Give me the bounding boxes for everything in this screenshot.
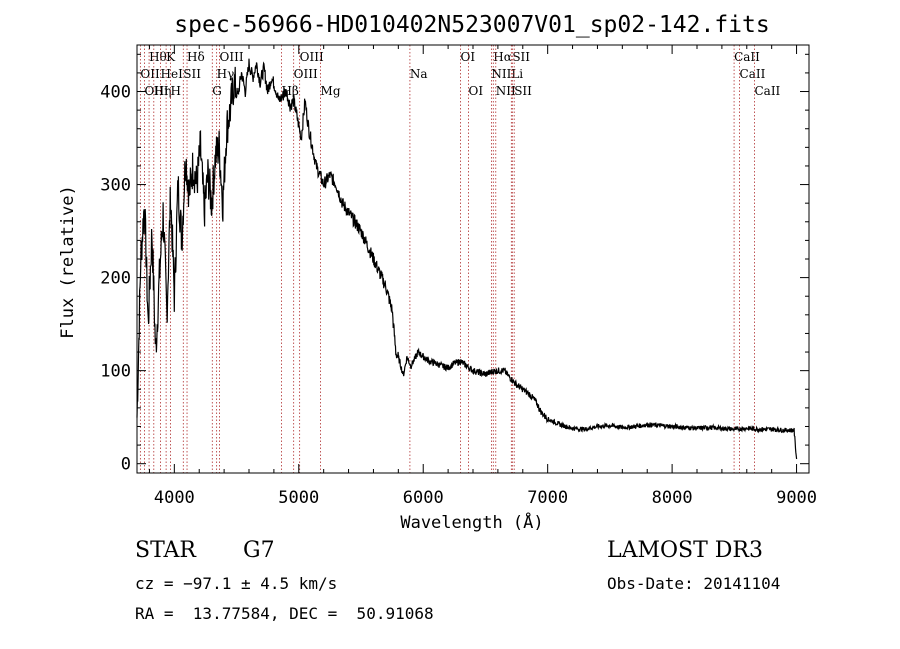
marker-label-8: CaII bbox=[734, 50, 760, 64]
marker-label-7: SII bbox=[512, 50, 530, 64]
marker-label-2: Hδ bbox=[187, 50, 205, 64]
marker-label-25: NII bbox=[496, 84, 516, 98]
spectrum-series-line bbox=[136, 58, 798, 460]
marker-label-10: HeI bbox=[161, 67, 184, 81]
plot-frame bbox=[136, 44, 810, 474]
marker-label-20: H bbox=[170, 84, 180, 98]
marker-label-26: SII bbox=[514, 84, 532, 98]
y-tick-label-4: 400 bbox=[100, 83, 131, 103]
marker-label-27: CaII bbox=[754, 84, 780, 98]
y-tick-label-1: 100 bbox=[100, 362, 131, 382]
marker-label-23: Mg bbox=[321, 84, 341, 98]
marker-label-21: G bbox=[212, 84, 222, 98]
redshift-text: cz = −97.1 ± 4.5 km/s bbox=[135, 574, 338, 593]
marker-label-13: OIII bbox=[294, 67, 318, 81]
y-tick-label-2: 200 bbox=[100, 269, 131, 289]
marker-label-5: OI bbox=[461, 50, 476, 64]
marker-label-24: OI bbox=[469, 84, 484, 98]
obs-date-text: Obs-Date: 20141104 bbox=[607, 574, 781, 593]
chart-title: spec-56966-HD010402N523007V01_sp02-142.f… bbox=[174, 12, 769, 38]
marker-label-9: OII bbox=[140, 67, 160, 81]
marker-label-6: Hα bbox=[493, 50, 512, 64]
coordinates-text: RA = 13.77584, DEC = 50.91068 bbox=[135, 604, 434, 623]
marker-label-12: Hγ bbox=[217, 67, 235, 81]
survey-name: LAMOST DR3 bbox=[607, 538, 763, 563]
x-tick-label-5: 9000 bbox=[776, 488, 817, 508]
y-tick-label-3: 300 bbox=[100, 176, 131, 196]
marker-label-0: Hθ bbox=[149, 50, 167, 64]
x-tick-label-2: 6000 bbox=[403, 488, 444, 508]
marker-label-19: Hη bbox=[154, 84, 172, 98]
x-tick-label-4: 8000 bbox=[652, 488, 693, 508]
axis-ticks: 4000 5000 6000 7000 8000 9000 0 100 200 300 400 bbox=[100, 45, 817, 508]
object-subclass: G7 bbox=[243, 538, 275, 563]
y-axis-label: Flux (relative) bbox=[58, 185, 78, 339]
x-axis-label: Wavelength (Å) bbox=[400, 511, 543, 533]
marker-label-18: OIII bbox=[144, 84, 168, 98]
x-tick-label-3: 7000 bbox=[527, 488, 568, 508]
marker-label-3: OIII bbox=[220, 50, 244, 64]
marker-label-15: NII bbox=[491, 67, 511, 81]
marker-label-17: CaII bbox=[740, 67, 766, 81]
marker-label-11: SII bbox=[183, 67, 201, 81]
marker-label-1: K bbox=[166, 50, 176, 64]
marker-label-4: OIII bbox=[300, 50, 324, 64]
object-class: STAR bbox=[135, 538, 196, 563]
x-tick-label-0: 4000 bbox=[154, 488, 195, 508]
marker-label-14: Na bbox=[410, 67, 428, 81]
marker-label-16: Li bbox=[511, 67, 523, 81]
y-tick-label-0: 0 bbox=[121, 455, 131, 475]
x-tick-label-1: 5000 bbox=[278, 488, 319, 508]
